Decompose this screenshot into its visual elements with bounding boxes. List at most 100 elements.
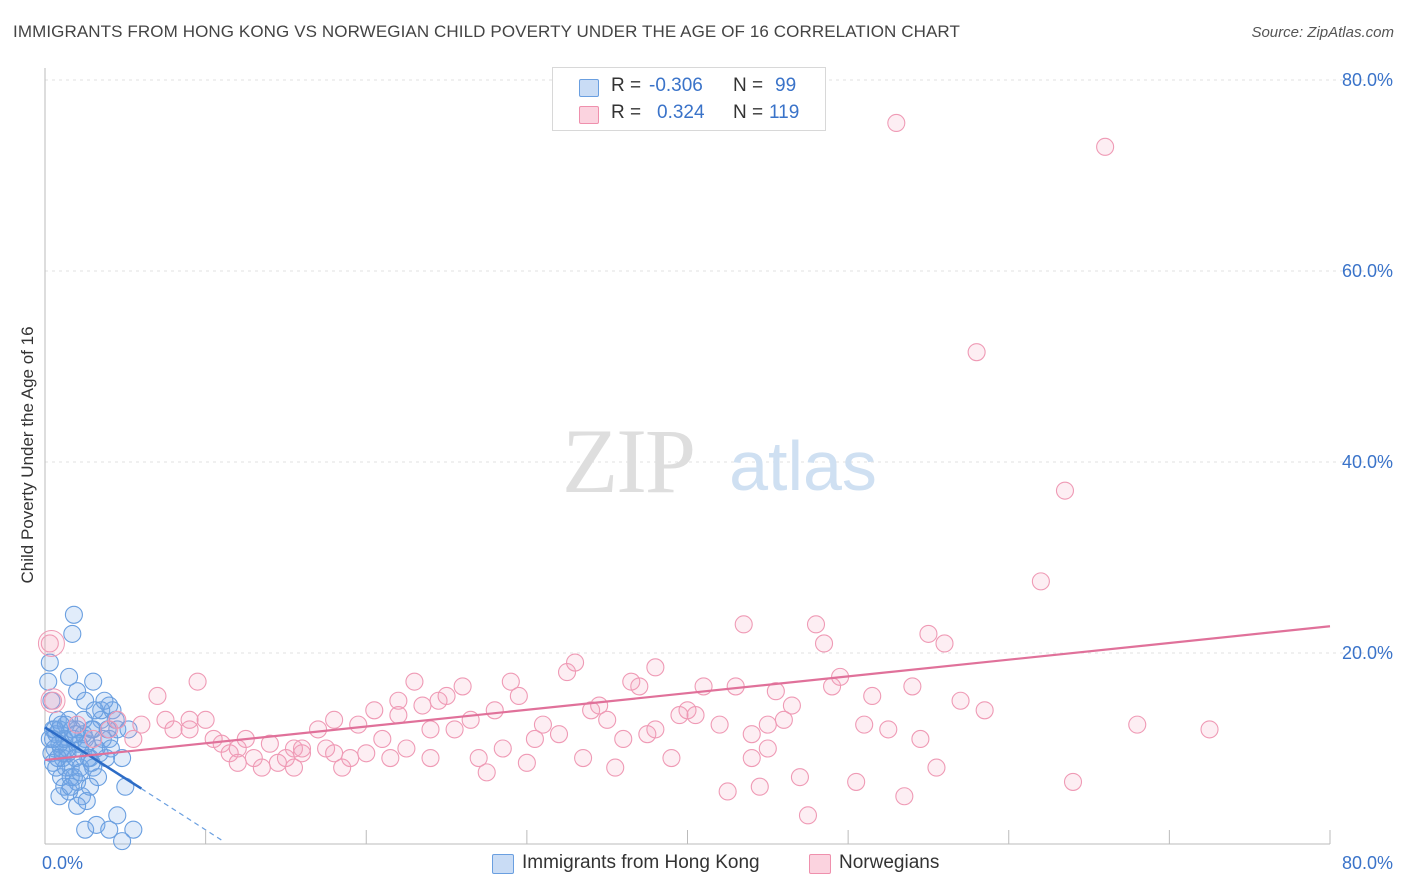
axis-ticks: 20.0% 40.0% 60.0% 80.0% 0.0% 80.0% <box>42 70 1393 873</box>
point-norwegians <box>517 753 536 772</box>
point-hong-kong <box>84 672 103 691</box>
point-norwegians <box>798 806 818 825</box>
point-hong-kong <box>80 777 100 796</box>
point-norwegians <box>750 777 769 796</box>
point-hong-kong <box>39 672 58 691</box>
point-hong-kong <box>124 820 143 839</box>
point-norwegians <box>630 677 649 696</box>
watermark-zip: ZIP <box>562 410 694 512</box>
point-norwegians <box>437 686 456 706</box>
point-norwegians <box>686 706 705 725</box>
legend-swatch-pink <box>579 106 599 124</box>
point-hong-kong <box>40 653 59 672</box>
point-norwegians <box>646 720 665 739</box>
legend-r-label: R = <box>611 102 642 123</box>
chart-title: IMMIGRANTS FROM HONG KONG VS NORWEGIAN C… <box>13 22 960 41</box>
point-norwegians <box>847 772 866 791</box>
point-norwegians <box>453 677 472 696</box>
point-norwegians <box>967 343 986 362</box>
point-norwegians <box>413 696 432 715</box>
legend-row-norwegians: R = 0.324 N = 119 <box>553 101 825 127</box>
point-hong-kong <box>61 777 80 796</box>
point-hong-kong <box>76 691 95 710</box>
point-norwegians <box>252 758 271 777</box>
point-norwegians <box>421 720 440 739</box>
bottom-legend-swatch-pink <box>809 854 831 874</box>
point-norwegians <box>903 677 922 696</box>
point-hong-kong <box>68 796 87 815</box>
data-points <box>37 113 1219 851</box>
legend-n-label: N = <box>733 75 764 96</box>
point-norwegians <box>40 634 59 653</box>
point-norwegians <box>43 691 63 710</box>
point-norwegians <box>758 715 777 734</box>
point-norwegians <box>68 715 87 734</box>
point-hong-kong <box>64 605 83 624</box>
point-norwegians <box>614 729 633 749</box>
point-norwegians <box>951 691 970 710</box>
point-norwegians <box>228 753 247 772</box>
point-hong-kong <box>66 725 85 744</box>
point-norwegians <box>975 701 994 720</box>
point-norwegians <box>718 782 737 801</box>
point-norwegians <box>284 758 304 777</box>
y-tick-label: 20.0% <box>1342 643 1393 663</box>
point-norwegians <box>389 691 408 710</box>
point-norwegians <box>919 624 938 643</box>
legend-r-value: 0.324 <box>657 102 705 123</box>
legend-n-value: 119 <box>769 102 800 123</box>
stats-legend: R = -0.306 N = 99 R = 0.324 N = 119 <box>552 67 826 131</box>
point-hong-kong <box>77 791 96 811</box>
point-norwegians <box>389 706 408 725</box>
trend-lines <box>44 625 1331 841</box>
point-norwegians <box>574 748 593 768</box>
point-norwegians <box>325 710 344 729</box>
point-norwegians <box>855 715 874 734</box>
point-norwegians <box>1128 715 1147 734</box>
point-norwegians <box>895 787 914 806</box>
point-norwegians <box>879 720 898 739</box>
point-norwegians <box>525 729 544 749</box>
point-norwegians <box>1096 137 1115 156</box>
point-norwegians <box>260 734 279 753</box>
point-norwegians <box>108 710 127 729</box>
point-norwegians <box>325 744 344 763</box>
point-norwegians <box>814 634 834 653</box>
point-norwegians <box>662 748 681 768</box>
point-hong-kong <box>61 768 80 787</box>
point-hong-kong <box>63 624 82 643</box>
point-norwegians <box>477 763 496 782</box>
bottom-legend-swatch-blue <box>492 854 514 874</box>
point-norwegians <box>309 720 328 739</box>
point-norwegians <box>188 672 207 691</box>
point-norwegians <box>863 686 882 706</box>
point-hong-kong <box>108 806 127 825</box>
point-norwegians <box>549 725 569 744</box>
point-norwegians <box>1063 772 1083 791</box>
point-norwegians <box>911 729 930 749</box>
trend-line-hong-kong <box>44 726 143 790</box>
point-norwegians <box>509 686 528 706</box>
point-hong-kong <box>60 667 79 686</box>
bottom-legend-label: Norwegians <box>839 852 940 873</box>
point-norwegians <box>734 615 753 634</box>
point-norwegians <box>501 672 520 691</box>
point-norwegians <box>381 748 400 768</box>
point-norwegians <box>365 701 384 720</box>
x-tick-label: 80.0% <box>1342 853 1393 873</box>
point-norwegians <box>1055 481 1075 500</box>
point-norwegians <box>373 729 392 749</box>
point-hong-kong <box>52 715 71 734</box>
point-norwegians <box>606 758 625 777</box>
point-norwegians <box>37 629 65 657</box>
point-norwegians <box>927 758 946 777</box>
point-norwegians <box>782 696 801 715</box>
point-norwegians <box>806 615 826 634</box>
point-hong-kong <box>100 820 119 839</box>
point-norwegians <box>132 715 151 734</box>
point-norwegians <box>1200 720 1219 739</box>
point-hong-kong <box>79 748 98 768</box>
point-hong-kong <box>76 820 95 839</box>
point-norwegians <box>40 688 66 714</box>
point-norwegians <box>790 768 809 787</box>
